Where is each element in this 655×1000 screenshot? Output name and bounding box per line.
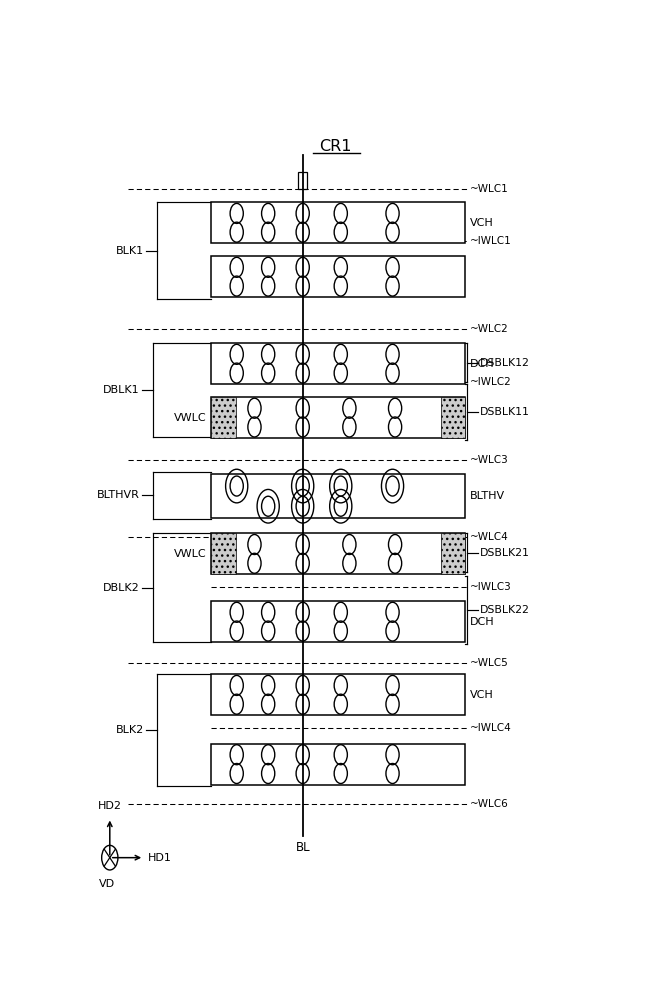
Text: VCH: VCH	[470, 218, 494, 228]
Bar	[212, 397, 236, 438]
Text: ~WLC4: ~WLC4	[470, 532, 509, 542]
Text: DSBLK12: DSBLK12	[480, 358, 530, 368]
Text: BLK1: BLK1	[116, 246, 144, 256]
Text: ~WLC5: ~WLC5	[470, 658, 509, 668]
Text: ~IWLC1: ~IWLC1	[470, 236, 512, 246]
Text: ~IWLC2: ~IWLC2	[470, 377, 512, 387]
Text: DSBLK21: DSBLK21	[480, 548, 530, 558]
Text: DSBLK22: DSBLK22	[480, 605, 530, 615]
Text: ~IWLC4: ~IWLC4	[470, 723, 512, 733]
Bar	[298, 172, 307, 189]
Bar	[212, 744, 465, 785]
Text: VCH: VCH	[470, 690, 494, 700]
Text: HD1: HD1	[148, 853, 172, 863]
Text: VD: VD	[99, 879, 115, 889]
Text: BLK2: BLK2	[115, 725, 144, 735]
Text: DCH: DCH	[470, 359, 495, 369]
Text: CR1: CR1	[320, 139, 352, 154]
Bar	[212, 397, 465, 438]
Bar	[212, 533, 236, 574]
Bar	[441, 533, 465, 574]
Bar	[212, 256, 465, 297]
Text: DBLK2: DBLK2	[103, 583, 140, 593]
Bar	[441, 397, 465, 438]
Text: ~WLC2: ~WLC2	[470, 324, 509, 334]
Bar	[212, 474, 465, 518]
Text: VWLC: VWLC	[174, 549, 206, 559]
Text: VWLC: VWLC	[174, 413, 206, 423]
Text: DCH: DCH	[470, 617, 495, 627]
Text: ~WLC1: ~WLC1	[470, 184, 509, 194]
Bar	[212, 343, 465, 384]
Bar	[212, 674, 465, 715]
Text: HD2: HD2	[98, 801, 122, 811]
Text: DSBLK11: DSBLK11	[480, 407, 530, 417]
Text: ~WLC6: ~WLC6	[470, 799, 509, 809]
Text: ~IWLC3: ~IWLC3	[470, 582, 512, 592]
Text: BLTHV: BLTHV	[470, 491, 506, 501]
Bar	[212, 533, 465, 574]
Bar	[212, 601, 465, 642]
Text: BL: BL	[295, 841, 310, 854]
Text: DBLK1: DBLK1	[103, 385, 140, 395]
Text: ~WLC3: ~WLC3	[470, 455, 509, 465]
Bar	[212, 202, 465, 243]
Text: BLTHVR: BLTHVR	[97, 490, 140, 500]
